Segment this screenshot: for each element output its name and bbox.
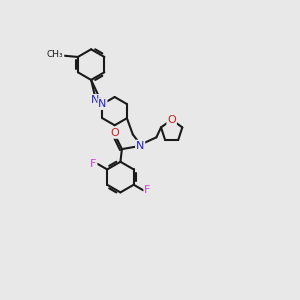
Text: CH₃: CH₃ (47, 50, 64, 59)
Text: O: O (167, 115, 176, 125)
Text: O: O (110, 128, 119, 138)
Text: N: N (136, 141, 144, 151)
Text: N: N (91, 95, 100, 105)
Text: F: F (144, 185, 151, 195)
Text: F: F (90, 159, 97, 169)
Text: N: N (98, 99, 106, 109)
